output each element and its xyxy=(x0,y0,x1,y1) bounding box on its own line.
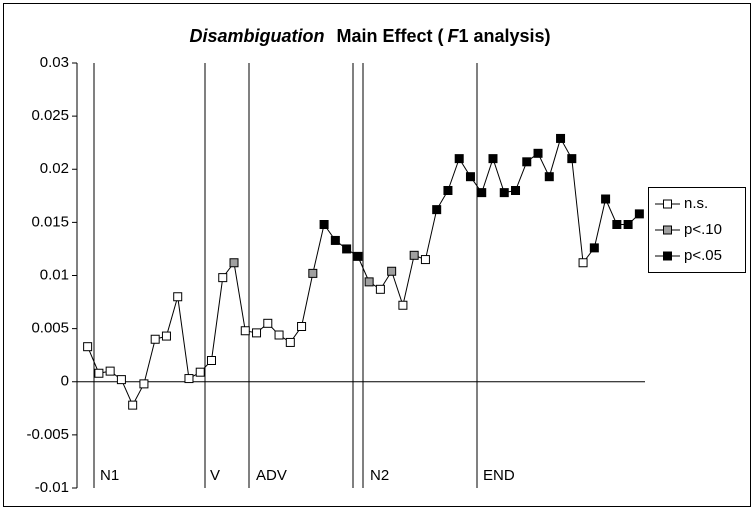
region-label: ADV xyxy=(256,467,287,484)
chart-title: Disambiguation Main Effect (F1 analysis) xyxy=(189,26,550,46)
legend-label: n.s. xyxy=(684,195,708,212)
point-marker xyxy=(477,188,487,198)
y-tick-label: 0.025 xyxy=(31,107,69,124)
point-marker xyxy=(297,322,307,331)
point-marker xyxy=(195,367,205,377)
point-marker xyxy=(330,235,340,245)
region-label: V xyxy=(210,467,220,484)
point-marker xyxy=(567,154,577,164)
point-marker xyxy=(206,356,216,365)
point-marker xyxy=(218,273,228,283)
point-marker xyxy=(578,258,588,268)
legend-marker xyxy=(663,225,672,235)
y-tick-label: -0.01 xyxy=(35,479,69,496)
legend-marker xyxy=(663,251,672,261)
region-label: END xyxy=(483,467,515,484)
point-marker xyxy=(161,331,171,341)
point-marker xyxy=(522,157,532,167)
point-marker xyxy=(420,255,430,265)
point-marker xyxy=(364,277,374,287)
point-marker xyxy=(184,374,194,384)
y-tick-label: 0.01 xyxy=(40,266,69,283)
region-label: N2 xyxy=(370,467,389,484)
point-marker xyxy=(612,220,622,229)
y-tick-label: 0.03 xyxy=(40,54,69,71)
region-lines xyxy=(93,63,478,488)
point-marker xyxy=(465,172,475,182)
region-label: N1 xyxy=(100,467,119,484)
point-marker xyxy=(263,318,273,328)
y-tick-label: 0.015 xyxy=(31,213,69,230)
point-marker xyxy=(128,400,138,410)
point-marker xyxy=(375,284,385,294)
y-tick-label: 0.005 xyxy=(31,320,69,337)
point-marker xyxy=(398,300,408,310)
point-marker xyxy=(432,205,442,215)
point-marker xyxy=(409,250,419,260)
point-marker xyxy=(589,243,599,253)
point-marker xyxy=(499,188,509,198)
point-marker xyxy=(116,375,126,385)
point-marker xyxy=(308,268,318,278)
legend-label: p<.10 xyxy=(684,221,722,238)
y-tick-label: -0.005 xyxy=(26,426,69,443)
point-marker xyxy=(319,220,329,229)
point-marker xyxy=(274,330,284,340)
y-tick-label: 0 xyxy=(61,373,69,390)
point-marker xyxy=(105,366,115,376)
point-marker xyxy=(353,251,363,261)
point-marker xyxy=(634,209,644,219)
point-marker xyxy=(601,194,611,204)
point-marker xyxy=(511,186,521,195)
point-marker xyxy=(173,292,183,302)
point-marker xyxy=(454,154,464,164)
point-marker xyxy=(342,244,352,254)
point-marker xyxy=(387,266,397,276)
point-marker xyxy=(623,220,633,229)
point-marker xyxy=(488,154,498,164)
point-marker xyxy=(443,186,453,195)
legend-label: p<.05 xyxy=(684,247,722,264)
point-marker xyxy=(94,368,104,378)
point-marker xyxy=(533,148,543,158)
point-marker xyxy=(544,172,554,182)
point-marker xyxy=(83,342,93,352)
point-marker xyxy=(285,337,295,347)
point-marker xyxy=(252,328,262,338)
point-marker xyxy=(240,326,250,336)
point-marker xyxy=(229,258,239,268)
legend-marker xyxy=(663,199,672,209)
point-marker xyxy=(139,379,149,389)
y-tick-label: 0.02 xyxy=(40,160,69,177)
title-part: F xyxy=(447,26,459,46)
point-marker xyxy=(556,133,566,143)
title-part: Main Effect ( xyxy=(336,26,443,46)
point-marker xyxy=(150,334,160,344)
title-part: Disambiguation xyxy=(189,26,324,46)
title-part: 1 analysis) xyxy=(458,26,550,46)
chart-frame xyxy=(3,3,751,507)
